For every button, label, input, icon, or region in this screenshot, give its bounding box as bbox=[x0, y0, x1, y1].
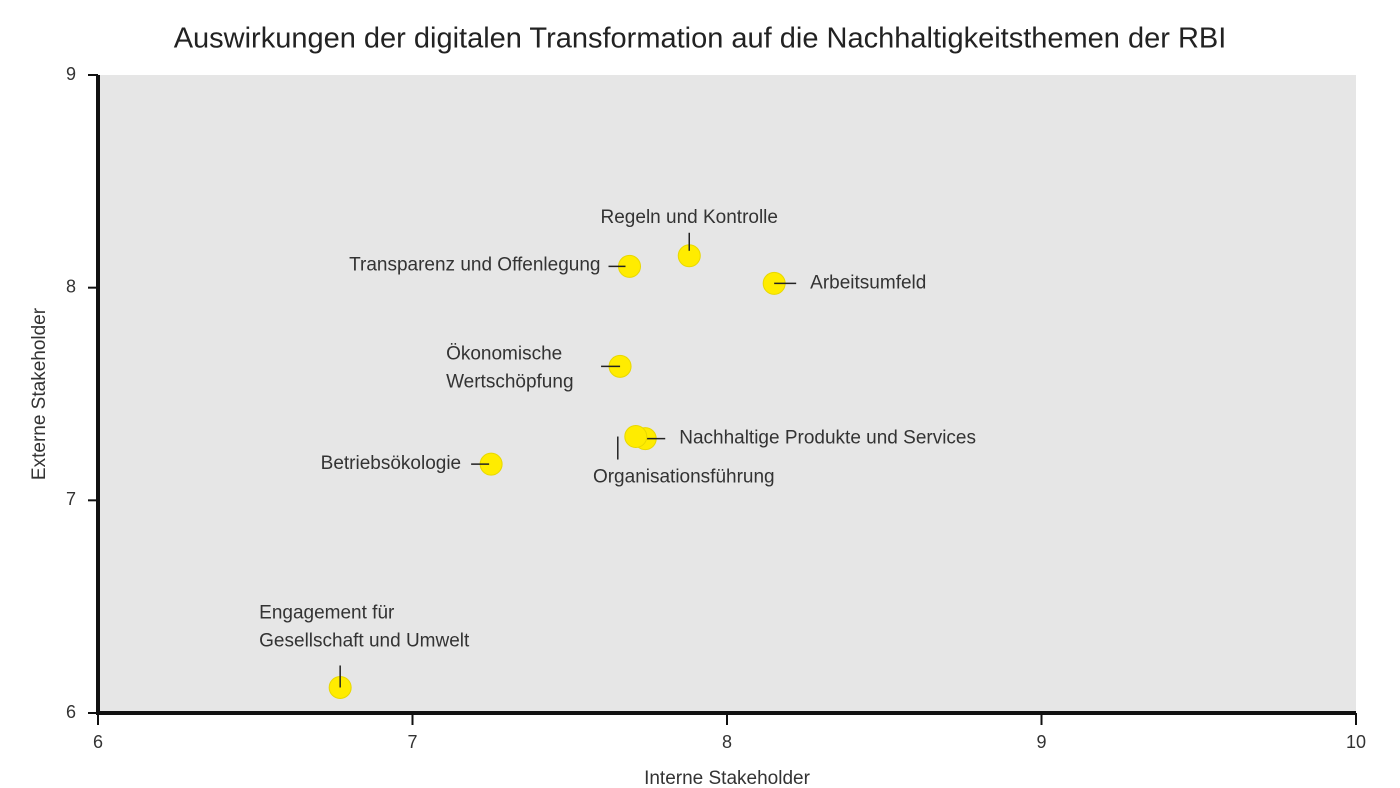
y-tick-label: 8 bbox=[66, 276, 76, 296]
point-label: Engagement für bbox=[259, 602, 395, 623]
x-tick-label: 8 bbox=[722, 732, 732, 752]
point-label: Wertschöpfung bbox=[446, 371, 573, 392]
x-tick-label: 6 bbox=[93, 732, 103, 752]
y-axis-label: Externe Stakeholder bbox=[29, 307, 50, 480]
x-tick-label: 10 bbox=[1346, 732, 1366, 752]
y-tick-label: 6 bbox=[66, 702, 76, 722]
point-label: Ökonomische bbox=[446, 343, 562, 364]
x-tick-label: 7 bbox=[407, 732, 417, 752]
point bbox=[624, 425, 648, 449]
point-label: Regeln und Kontrolle bbox=[601, 207, 778, 228]
point-label: Transparenz und Offenlegung bbox=[349, 254, 600, 275]
point-label: Betriebsökologie bbox=[321, 453, 461, 474]
point-label: Arbeitsumfeld bbox=[810, 272, 926, 293]
plot-area bbox=[98, 75, 1356, 713]
chart-title: Auswirkungen der digitalen Transformatio… bbox=[174, 23, 1227, 55]
x-tick-label: 9 bbox=[1036, 732, 1046, 752]
point-label: Gesellschaft und Umwelt bbox=[259, 630, 470, 651]
y-tick-label: 7 bbox=[66, 489, 76, 509]
point-label: Organisationsführung bbox=[593, 467, 775, 488]
y-tick-label: 9 bbox=[66, 64, 76, 84]
x-axis-label: Interne Stakeholder bbox=[644, 768, 811, 788]
point-label: Nachhaltige Produkte und Services bbox=[679, 428, 976, 449]
